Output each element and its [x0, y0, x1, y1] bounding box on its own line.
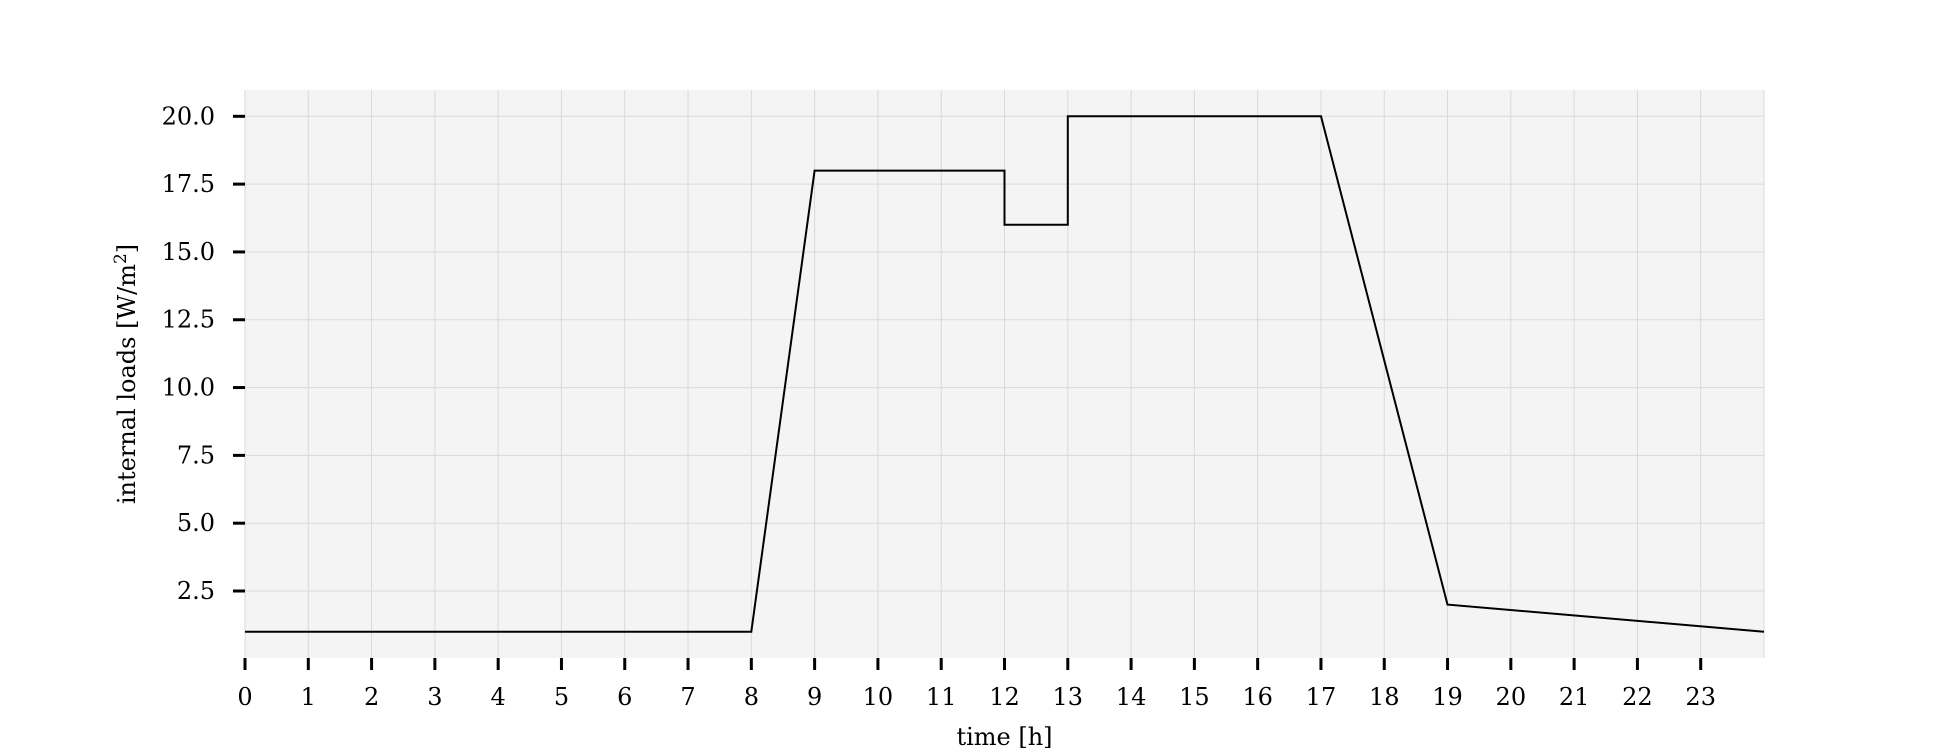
x-tick-label: 7	[680, 683, 695, 711]
x-tick-label: 0	[237, 683, 252, 711]
y-tick-label: 10.0	[162, 374, 215, 402]
x-tick-label: 6	[617, 683, 632, 711]
y-tick-label: 15.0	[162, 238, 215, 266]
y-tick-label: 5.0	[177, 509, 215, 537]
x-tick-label: 4	[491, 683, 506, 711]
y-tick-label: 7.5	[177, 441, 215, 469]
x-tick-label: 8	[744, 683, 759, 711]
x-tick-label: 3	[427, 683, 442, 711]
y-axis-label-main: internal loads [W/m	[113, 264, 141, 504]
x-tick-label: 23	[1685, 683, 1716, 711]
y-axis-label: internal loads [W/m2]	[111, 244, 141, 504]
x-tick-label: 14	[1116, 683, 1147, 711]
x-tick-label: 5	[554, 683, 569, 711]
x-axis-label: time [h]	[956, 723, 1052, 750]
x-tick-label: 17	[1306, 683, 1337, 711]
x-tick-label: 15	[1179, 683, 1210, 711]
grid-layer	[244, 90, 1765, 658]
x-tick-label: 12	[989, 683, 1020, 711]
series-layer	[245, 115, 1765, 633]
x-tick-label: 2	[364, 683, 379, 711]
x-tick-label: 10	[863, 683, 894, 711]
x-tick-label: 19	[1432, 683, 1463, 711]
x-tick-label: 16	[1242, 683, 1273, 711]
x-tick-label: 13	[1053, 683, 1084, 711]
y-tick-label: 20.0	[162, 102, 215, 130]
x-tick-label: 18	[1369, 683, 1400, 711]
x-tick-label: 21	[1559, 683, 1590, 711]
y-axis-label-close: ]	[113, 244, 141, 253]
axis-layer: 0 1 2 3 4 5 6 7 8 9 10 11 12 13 14 15 16 17 18 19 20 21 22 232.…	[162, 102, 1716, 711]
y-tick-label: 17.5	[162, 170, 215, 198]
y-tick-label: 2.5	[177, 577, 215, 605]
y-tick-label: 12.5	[162, 306, 215, 334]
x-tick-label: 9	[807, 683, 822, 711]
x-tick-label: 20	[1496, 683, 1527, 711]
series-line	[245, 115, 1765, 633]
x-tick-label: 11	[926, 683, 957, 711]
x-tick-label: 22	[1622, 683, 1653, 711]
x-tick-label: 1	[301, 683, 316, 711]
y-axis-label-superscript: 2	[111, 253, 131, 264]
